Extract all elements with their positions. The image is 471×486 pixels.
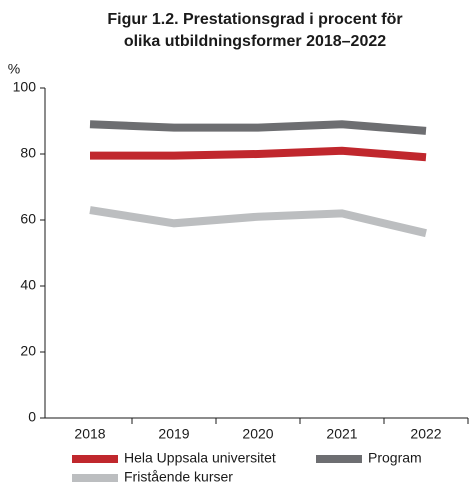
chart-title: olika utbildningsformer 2018–2022 — [124, 33, 386, 50]
legend-label: Program — [368, 450, 422, 466]
y-tick-label: 40 — [20, 277, 36, 293]
y-axis-label: % — [8, 61, 20, 77]
legend-label: Hela Uppsala universitet — [124, 450, 276, 466]
x-tick-label: 2019 — [158, 426, 189, 442]
chart-title: Figur 1.2. Prestationsgrad i procent för — [107, 11, 402, 28]
x-tick-label: 2021 — [326, 426, 357, 442]
series-line — [90, 146, 427, 162]
y-tick-label: 0 — [28, 409, 36, 425]
series-line — [89, 120, 427, 135]
series-line — [89, 206, 427, 238]
y-tick-label: 60 — [20, 211, 36, 227]
y-tick-label: 100 — [13, 79, 37, 95]
x-tick-label: 2018 — [74, 426, 105, 442]
x-tick-label: 2020 — [242, 426, 273, 442]
y-tick-label: 20 — [20, 343, 36, 359]
legend-label: Fristående kurser — [124, 469, 233, 485]
y-tick-label: 80 — [20, 145, 36, 161]
x-tick-label: 2022 — [410, 426, 441, 442]
